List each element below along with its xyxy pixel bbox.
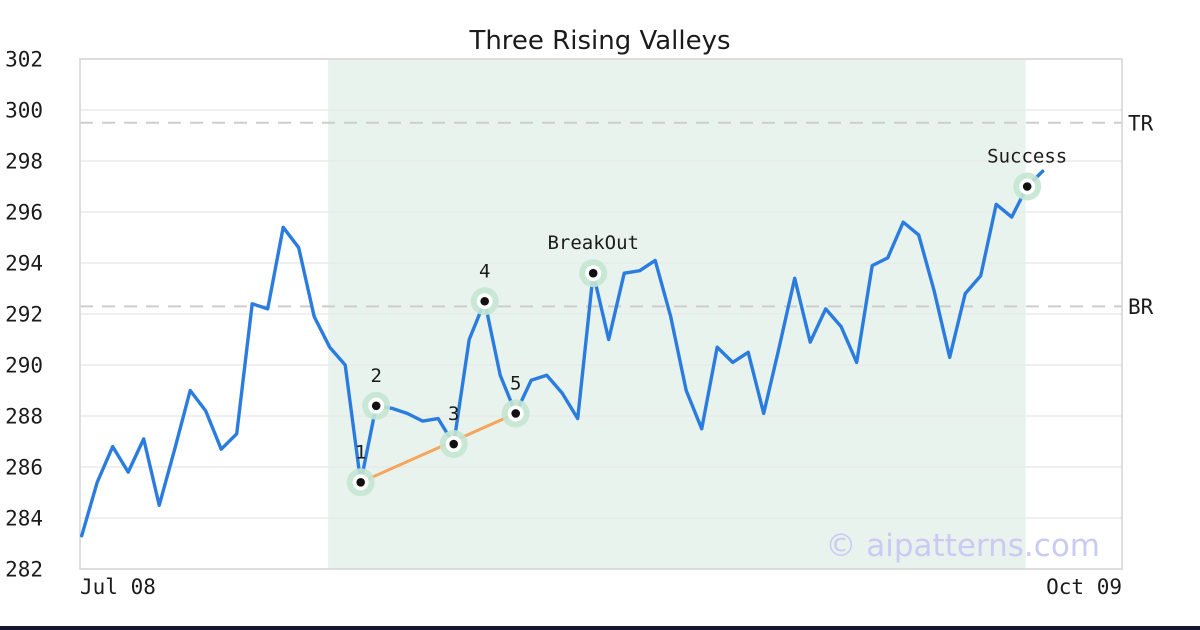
- marker-dot-3: [449, 439, 459, 449]
- y-tick-label: 298: [5, 150, 43, 174]
- marker-dot-4: [480, 296, 490, 306]
- price-line: [79, 169, 1045, 538]
- y-tick-label: 300: [5, 99, 43, 123]
- x-axis-tick-start: Jul 08: [80, 575, 156, 599]
- annotation-label-5: 5: [510, 372, 521, 394]
- plot-border: [79, 58, 1123, 570]
- y-tick-label: 284: [5, 507, 43, 531]
- y-tick-label: 296: [5, 201, 43, 225]
- watermark: © aipatterns.com: [825, 528, 1100, 564]
- annotation-label-breakout: BreakOut: [547, 232, 639, 254]
- marker-dot-5: [511, 409, 520, 418]
- y-tick-label: 290: [5, 354, 43, 378]
- marker-dot-1: [356, 478, 366, 487]
- y-tick-label: 286: [5, 456, 43, 480]
- y-tick-label: 294: [5, 252, 43, 276]
- annotation-label-4: 4: [479, 260, 490, 282]
- y-tick-label: 288: [5, 405, 43, 429]
- y-tick-label: 292: [5, 303, 43, 327]
- marker-dot-success: [1022, 182, 1032, 191]
- marker-dot-2: [371, 401, 381, 411]
- y-tick-label: 282: [5, 558, 43, 582]
- annotation-label-success: Success: [987, 146, 1067, 168]
- marker-dot-breakout: [588, 268, 598, 278]
- y-tick-label: 302: [5, 48, 43, 72]
- level-label-tr: TR: [1128, 111, 1154, 135]
- valley-trendline: [359, 411, 518, 484]
- level-label-br: BR: [1128, 295, 1154, 319]
- annotation-label-1: 1: [355, 441, 366, 463]
- annotation-label-3: 3: [448, 403, 459, 425]
- chart-title: Three Rising Valleys: [469, 26, 731, 56]
- x-axis-tick-end: Oct 09: [1046, 575, 1122, 599]
- bottom-accent-bar: [0, 626, 1200, 630]
- annotation-label-2: 2: [370, 365, 381, 387]
